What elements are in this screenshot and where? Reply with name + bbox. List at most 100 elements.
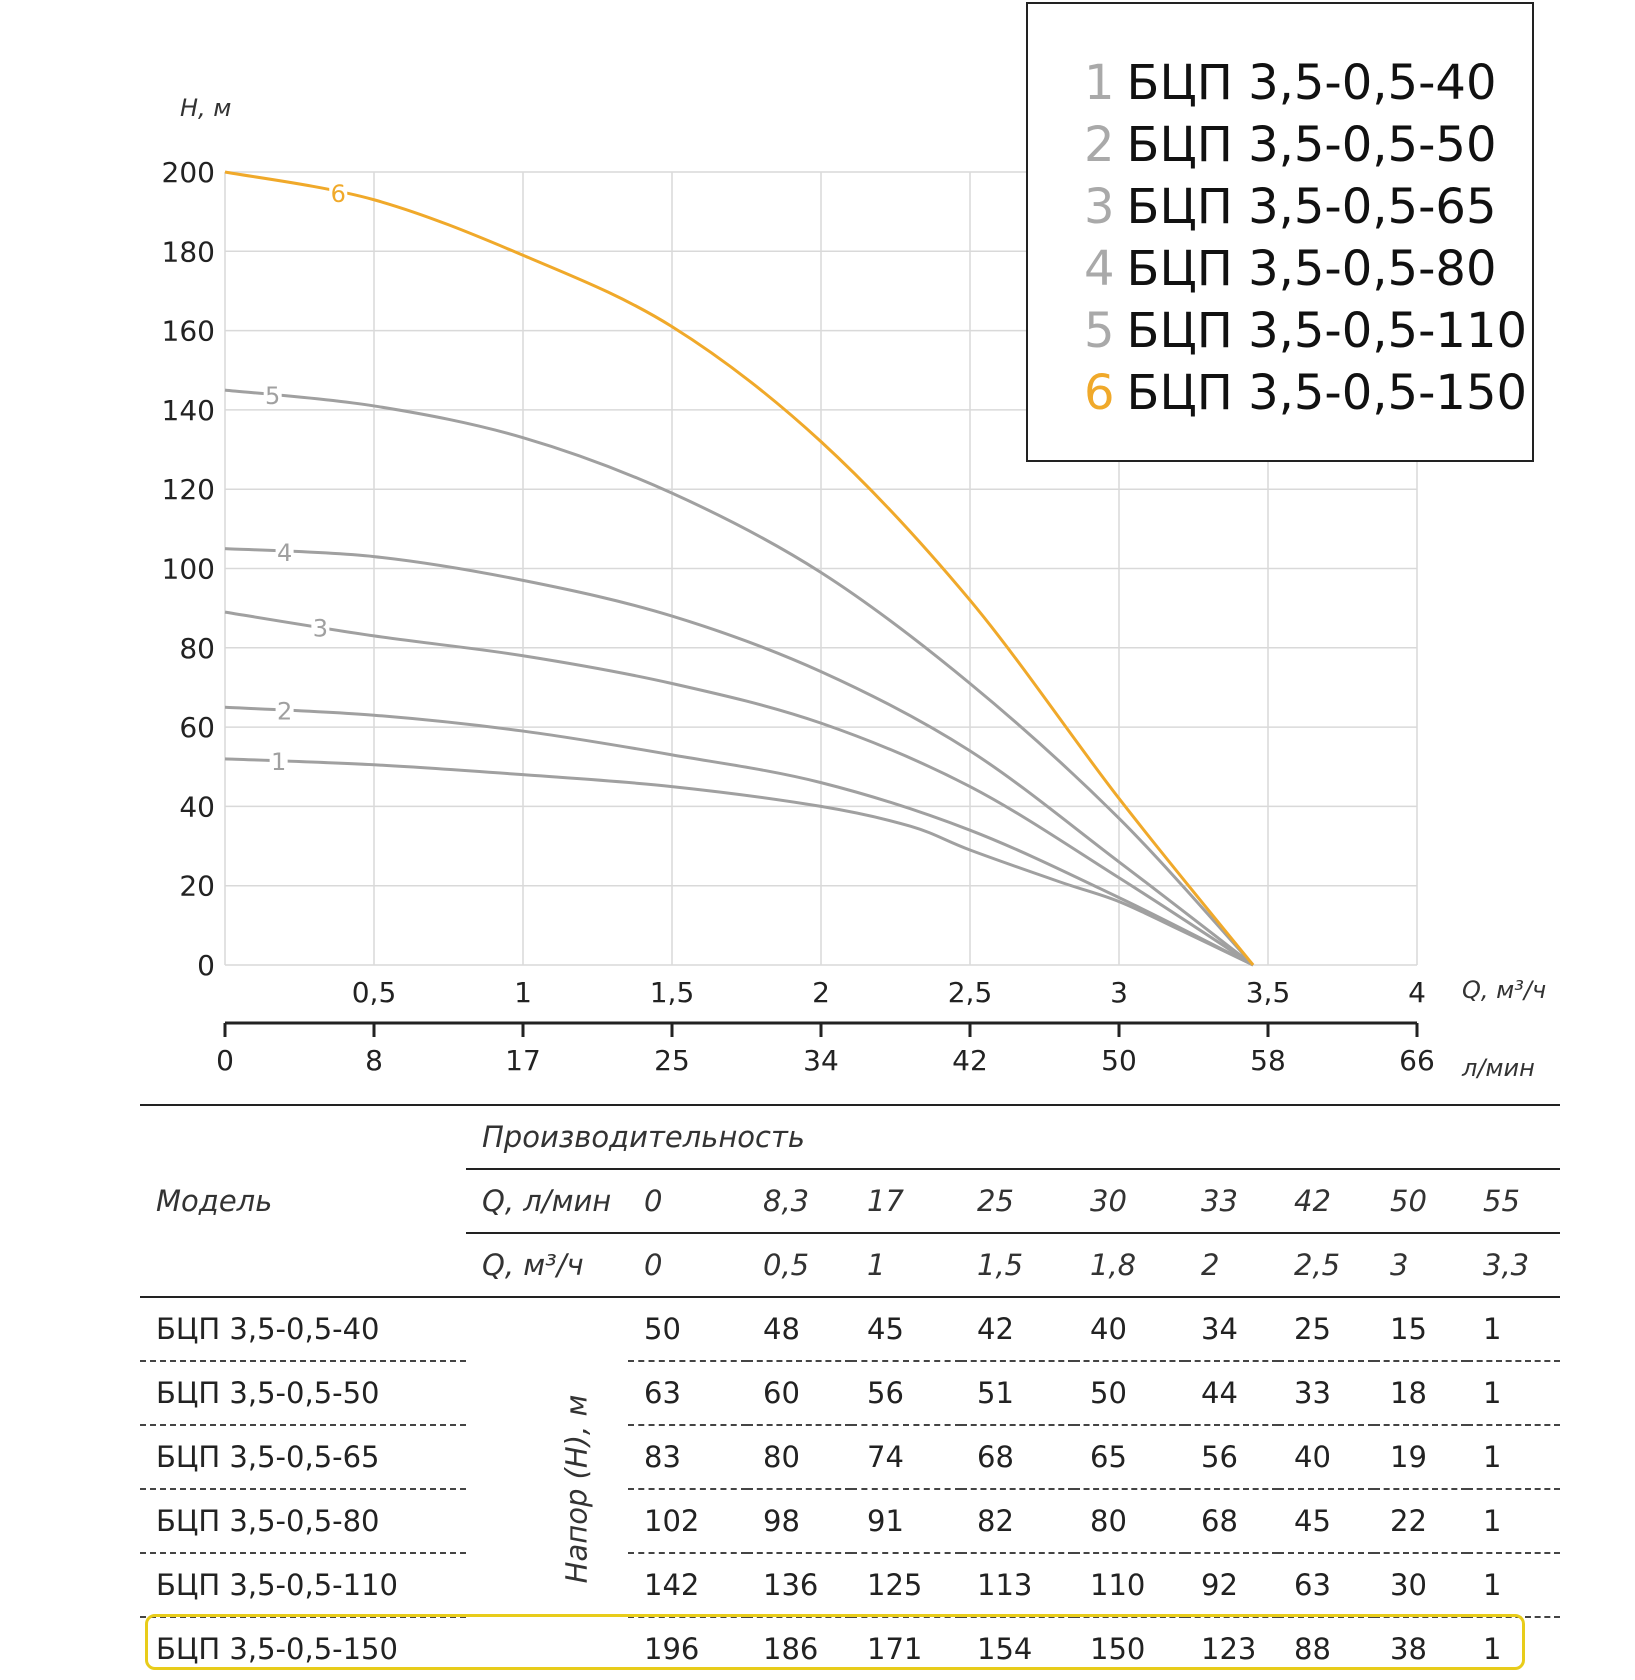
table-row: БЦП 3,5-0,5-80 102 98 91 82 80 68 45 22 1: [140, 1488, 1561, 1553]
head-value: 60: [747, 1360, 851, 1425]
head-value: 68: [961, 1424, 1074, 1489]
head-value: 50: [644, 1312, 681, 1346]
q-lmin-value: 42: [1294, 1184, 1331, 1218]
q-lmin-value: 17: [867, 1184, 904, 1218]
series-label-4: 4: [277, 539, 292, 567]
y-tick-label: 80: [179, 632, 215, 665]
series-label-bg-6: [329, 180, 348, 207]
model-header: Модель: [156, 1184, 273, 1218]
head-value: 123: [1185, 1616, 1278, 1680]
q-m3h-value: 2: [1201, 1248, 1220, 1282]
head-value: 83: [628, 1424, 747, 1489]
chart-series: 1 2 3 4 5 6: [224, 170, 1255, 967]
y-tick-label: 160: [162, 315, 215, 348]
q-m3h-value: 0: [644, 1248, 663, 1282]
y-tick-label: 120: [162, 473, 215, 506]
series-label-1: 1: [271, 748, 286, 776]
model-name: БЦП 3,5-0,5-150: [140, 1616, 466, 1680]
y-tick-label: 200: [162, 156, 215, 189]
secondary-x-tick-label: 25: [654, 1044, 690, 1077]
q-m3h-value: 1: [867, 1248, 886, 1282]
q-lmin-value: 8,3: [763, 1184, 810, 1218]
q-lmin-value: 50: [1390, 1184, 1427, 1218]
y-tick-label: 60: [179, 711, 215, 744]
head-value: 196: [628, 1616, 747, 1680]
head-value: 19: [1374, 1424, 1467, 1489]
q-m3h-label: Q, м³/ч: [482, 1248, 584, 1282]
head-value: 50: [1074, 1360, 1185, 1425]
head-value: 38: [1374, 1616, 1467, 1680]
head-value: 18: [1374, 1360, 1467, 1425]
performance-table: Модель Производительность Q, л/мин 0 8,3 1…: [140, 1104, 1561, 1680]
series-line-1: [224, 757, 1254, 967]
head-label-cell: Напор (Н), м: [466, 1297, 628, 1680]
q-lmin-value: 30: [1090, 1184, 1127, 1218]
q-m3h-value: 1,8: [1090, 1248, 1137, 1282]
series-label-bg-5: [263, 382, 282, 409]
productivity-header: Производительность: [482, 1120, 805, 1154]
head-value: 68: [1185, 1488, 1278, 1553]
legend-item-3: 3 БЦП 3,5-0,5-65: [1084, 179, 1497, 235]
head-value: 33: [1278, 1360, 1374, 1425]
head-value: 34: [1201, 1312, 1238, 1346]
legend-item-6: 6 БЦП 3,5-0,5-150: [1084, 365, 1528, 421]
head-value: 45: [867, 1312, 904, 1346]
legend-item-1: 1 БЦП 3,5-0,5-40: [1084, 55, 1497, 111]
head-value: 22: [1374, 1488, 1467, 1553]
q-m3h-value: 1,5: [977, 1248, 1024, 1282]
series-label-6: 6: [331, 180, 346, 208]
secondary-x-tick-label: 0: [216, 1044, 234, 1077]
head-value: 42: [977, 1312, 1014, 1346]
model-name: БЦП 3,5-0,5-65: [140, 1424, 466, 1489]
secondary-x-tick-label: 58: [1250, 1044, 1286, 1077]
head-value: 74: [851, 1424, 961, 1489]
legend-item-2: 2 БЦП 3,5-0,5-50: [1084, 117, 1497, 173]
secondary-x-tick-label: 8: [365, 1044, 383, 1077]
head-value: 102: [628, 1488, 747, 1553]
x-tick-label: 2,5: [948, 976, 993, 1009]
y-axis-label: H, м: [180, 94, 231, 122]
head-value: 80: [1074, 1488, 1185, 1553]
series-label-bg-1: [269, 747, 288, 774]
y-tick-label: 100: [162, 553, 215, 586]
chart-grid: [224, 171, 1418, 966]
head-value: 63: [628, 1360, 747, 1425]
head-value: 48: [763, 1312, 800, 1346]
table-row: БЦП 3,5-0,5-50 63 60 56 51 50 44 33 18 1: [140, 1360, 1561, 1425]
head-value: 15: [1390, 1312, 1427, 1346]
head-value: 30: [1374, 1552, 1467, 1617]
q-lmin-value: 55: [1483, 1184, 1520, 1218]
head-value: 80: [747, 1424, 851, 1489]
head-value: 1: [1467, 1488, 1561, 1553]
q-m3h-value: 2,5: [1294, 1248, 1341, 1282]
head-value: 40: [1278, 1424, 1374, 1489]
head-value: 40: [1090, 1312, 1127, 1346]
q-m3h-value: 0,5: [763, 1248, 810, 1282]
series-line-6: [224, 170, 1255, 966]
head-value: 88: [1278, 1616, 1374, 1680]
head-value: 1: [1467, 1360, 1561, 1425]
series-label-2: 2: [277, 697, 292, 725]
secondary-x-tick-label: 34: [803, 1044, 839, 1077]
y-tick-label: 20: [179, 870, 215, 903]
head-value: 154: [961, 1616, 1074, 1680]
head-value: 1: [1467, 1616, 1561, 1680]
table-row: БЦП 3,5-0,5-150 196 186 171 154 150 123 88 38 1: [140, 1616, 1561, 1680]
y-tick-label: 40: [179, 790, 215, 823]
x-tick-label: 4: [1408, 976, 1426, 1009]
head-value: 45: [1278, 1488, 1374, 1553]
secondary-x-tick-label: 17: [505, 1044, 541, 1077]
secondary-x-tick-label: 50: [1101, 1044, 1137, 1077]
model-name: БЦП 3,5-0,5-110: [140, 1552, 466, 1617]
series-line-5: [224, 388, 1255, 967]
table-row: БЦП 3,5-0,5-65 83 80 74 68 65 56 40 19 1: [140, 1424, 1561, 1489]
x-tick-label: 1: [514, 976, 532, 1009]
head-value: 92: [1185, 1552, 1278, 1617]
model-name: БЦП 3,5-0,5-80: [140, 1488, 466, 1553]
head-value: 82: [961, 1488, 1074, 1553]
head-value: 91: [851, 1488, 961, 1553]
head-value: 1: [1467, 1424, 1561, 1489]
x-tick-label: 0,5: [352, 976, 397, 1009]
q-m3h-value: 3: [1390, 1248, 1409, 1282]
